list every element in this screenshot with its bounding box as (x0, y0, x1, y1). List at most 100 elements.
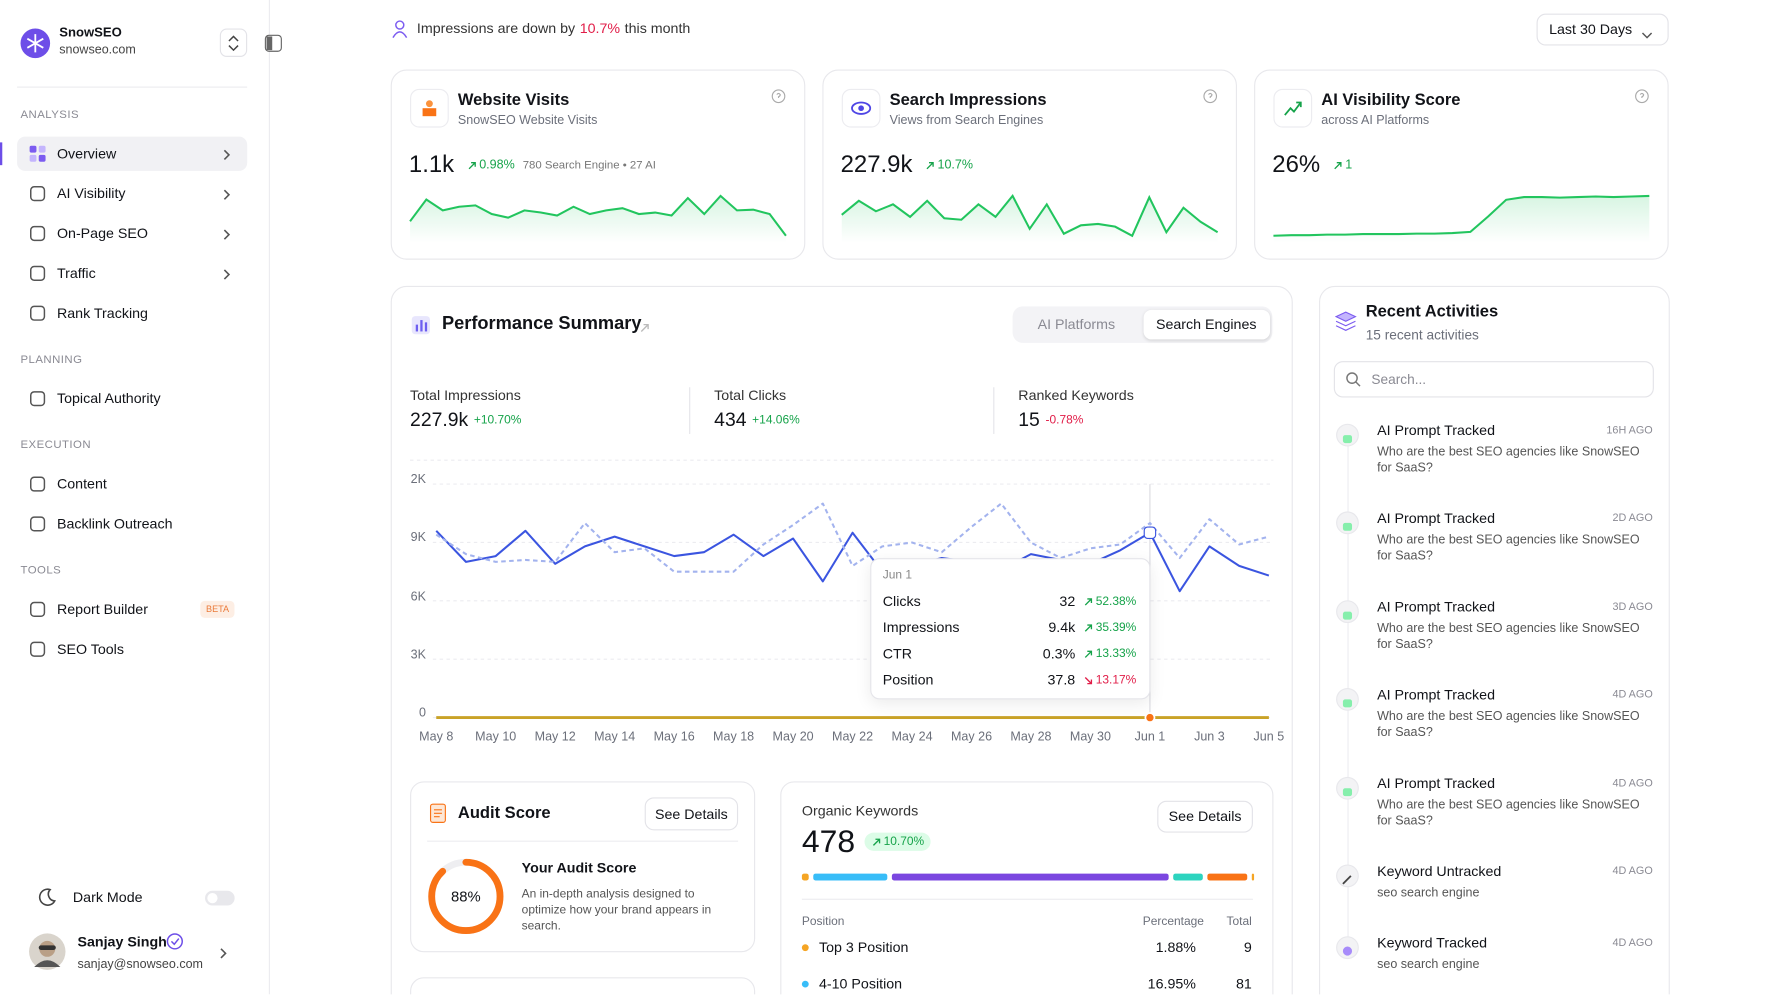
nav-item[interactable]: Topical Authority (56, 390, 161, 407)
icon-part (415, 324, 419, 332)
icon-part (220, 948, 227, 959)
organic-details-button[interactable] (1157, 800, 1253, 833)
active-tab[interactable] (1143, 309, 1271, 340)
icon (411, 316, 430, 335)
panel-title: Recent Activities (1365, 302, 1499, 322)
icon-part (1203, 89, 1218, 104)
sidebar-separator (17, 86, 248, 88)
card-icon (410, 88, 449, 128)
icon-part (1342, 788, 1353, 797)
icon-part (468, 161, 476, 169)
icon (1342, 694, 1353, 708)
search-input[interactable] (1333, 361, 1654, 398)
tooltip-label: Impressions (882, 619, 960, 636)
activity-time: 3D AGO (1612, 600, 1653, 614)
card-change: 1 (1345, 158, 1353, 172)
card-change: 10.7% (937, 158, 974, 172)
icon (28, 515, 46, 533)
icon-part (1334, 311, 1357, 331)
icon (28, 185, 46, 203)
icon-part (29, 933, 66, 970)
nav-item[interactable]: On-Page SEO (56, 225, 148, 242)
workspace-switch[interactable] (219, 28, 248, 57)
section-title: PLANNING (20, 353, 83, 367)
icon-part (30, 391, 46, 407)
icon-part (264, 34, 282, 52)
icon-part (1296, 101, 1302, 108)
kpi-card (822, 69, 1237, 260)
tooltip-change-value: 13.17% (1095, 673, 1137, 687)
icon (28, 390, 46, 408)
icon-part (1641, 32, 1653, 39)
date-range-label[interactable]: Last 30 Days (1549, 21, 1633, 38)
icon-part (640, 323, 649, 332)
icon-part (926, 161, 934, 169)
x-tick-label: May 18 (713, 730, 755, 744)
tooltip-change: 13.33% (1083, 647, 1136, 661)
icon-part (1342, 788, 1353, 797)
icon-part (1203, 89, 1218, 104)
trend-arrow (1333, 160, 1343, 170)
card-change: 0.98% (479, 158, 515, 172)
activity-time: 4D AGO (1612, 777, 1653, 790)
icon-part (29, 145, 46, 162)
icon-part (851, 101, 872, 115)
icon (1342, 870, 1353, 885)
button-label[interactable]: See Details (1168, 808, 1242, 825)
icon-part (1284, 101, 1302, 116)
organic-separator (801, 898, 1253, 900)
activity-time: 16H AGO (1606, 424, 1653, 437)
stat-label: Total Clicks (714, 387, 787, 404)
icon-part (1342, 611, 1353, 620)
trend-arrow (467, 160, 477, 170)
activity-text: Who are the best SEO agencies like SnowS… (1377, 533, 1640, 564)
nav-item[interactable]: Rank Tracking (56, 305, 148, 322)
hover-marker (1143, 526, 1157, 539)
icon-part (228, 35, 239, 52)
icon-part (1084, 623, 1093, 632)
y-tick-label: 3K (410, 647, 426, 662)
activity-title: Keyword Tracked (1377, 935, 1488, 952)
icon (1342, 606, 1353, 620)
nav-item[interactable]: Traffic (56, 265, 96, 282)
icon-part (433, 809, 442, 818)
nav-item[interactable]: Content (56, 476, 107, 493)
row-percentage: 16.95% (1147, 976, 1196, 993)
icon-part (223, 229, 231, 240)
icon (264, 34, 282, 52)
nav-item[interactable]: Report Builder (56, 601, 148, 618)
change-pill: 10.70% (864, 832, 931, 851)
card-icon (841, 88, 881, 128)
icon-part (1342, 699, 1353, 708)
dark-mode-label: Dark Mode (72, 889, 143, 906)
date-range-button[interactable] (1536, 13, 1669, 46)
user-email: sanjay@snowseo.com (77, 957, 203, 972)
nav-item[interactable]: SEO Tools (56, 641, 124, 658)
tab[interactable]: Search Engines (1155, 316, 1257, 333)
distribution-segment (891, 873, 1169, 881)
tooltip-label: Clicks (882, 593, 921, 610)
icon-part (220, 948, 227, 959)
series-line (435, 502, 1270, 573)
stat-metric: 434 +14.06% (714, 409, 800, 432)
button-label[interactable]: See Details (654, 806, 728, 823)
distribution-segment (1207, 873, 1248, 881)
icon-part (30, 516, 46, 532)
activity-text: seo search engine (1377, 957, 1480, 972)
x-tick-label: May 24 (891, 730, 933, 744)
nav-item[interactable]: AI Visibility (56, 185, 126, 202)
x-tick-label: May 12 (534, 730, 576, 744)
card-subtitle: SnowSEO Website Visits (457, 113, 598, 128)
icon-part (38, 945, 56, 950)
nav-item[interactable]: Backlink Outreach (56, 515, 173, 532)
icon (429, 803, 446, 824)
icon-part (1208, 92, 1213, 98)
audit-details-button[interactable] (644, 797, 739, 831)
icon-part (30, 601, 46, 617)
icon-part (1284, 101, 1302, 116)
tab[interactable]: AI Platforms (1037, 316, 1116, 333)
icon-part (1084, 676, 1093, 684)
icon-part (30, 305, 46, 321)
tooltip-change-value: 13.33% (1095, 646, 1137, 661)
nav-item[interactable]: Overview (56, 145, 117, 162)
